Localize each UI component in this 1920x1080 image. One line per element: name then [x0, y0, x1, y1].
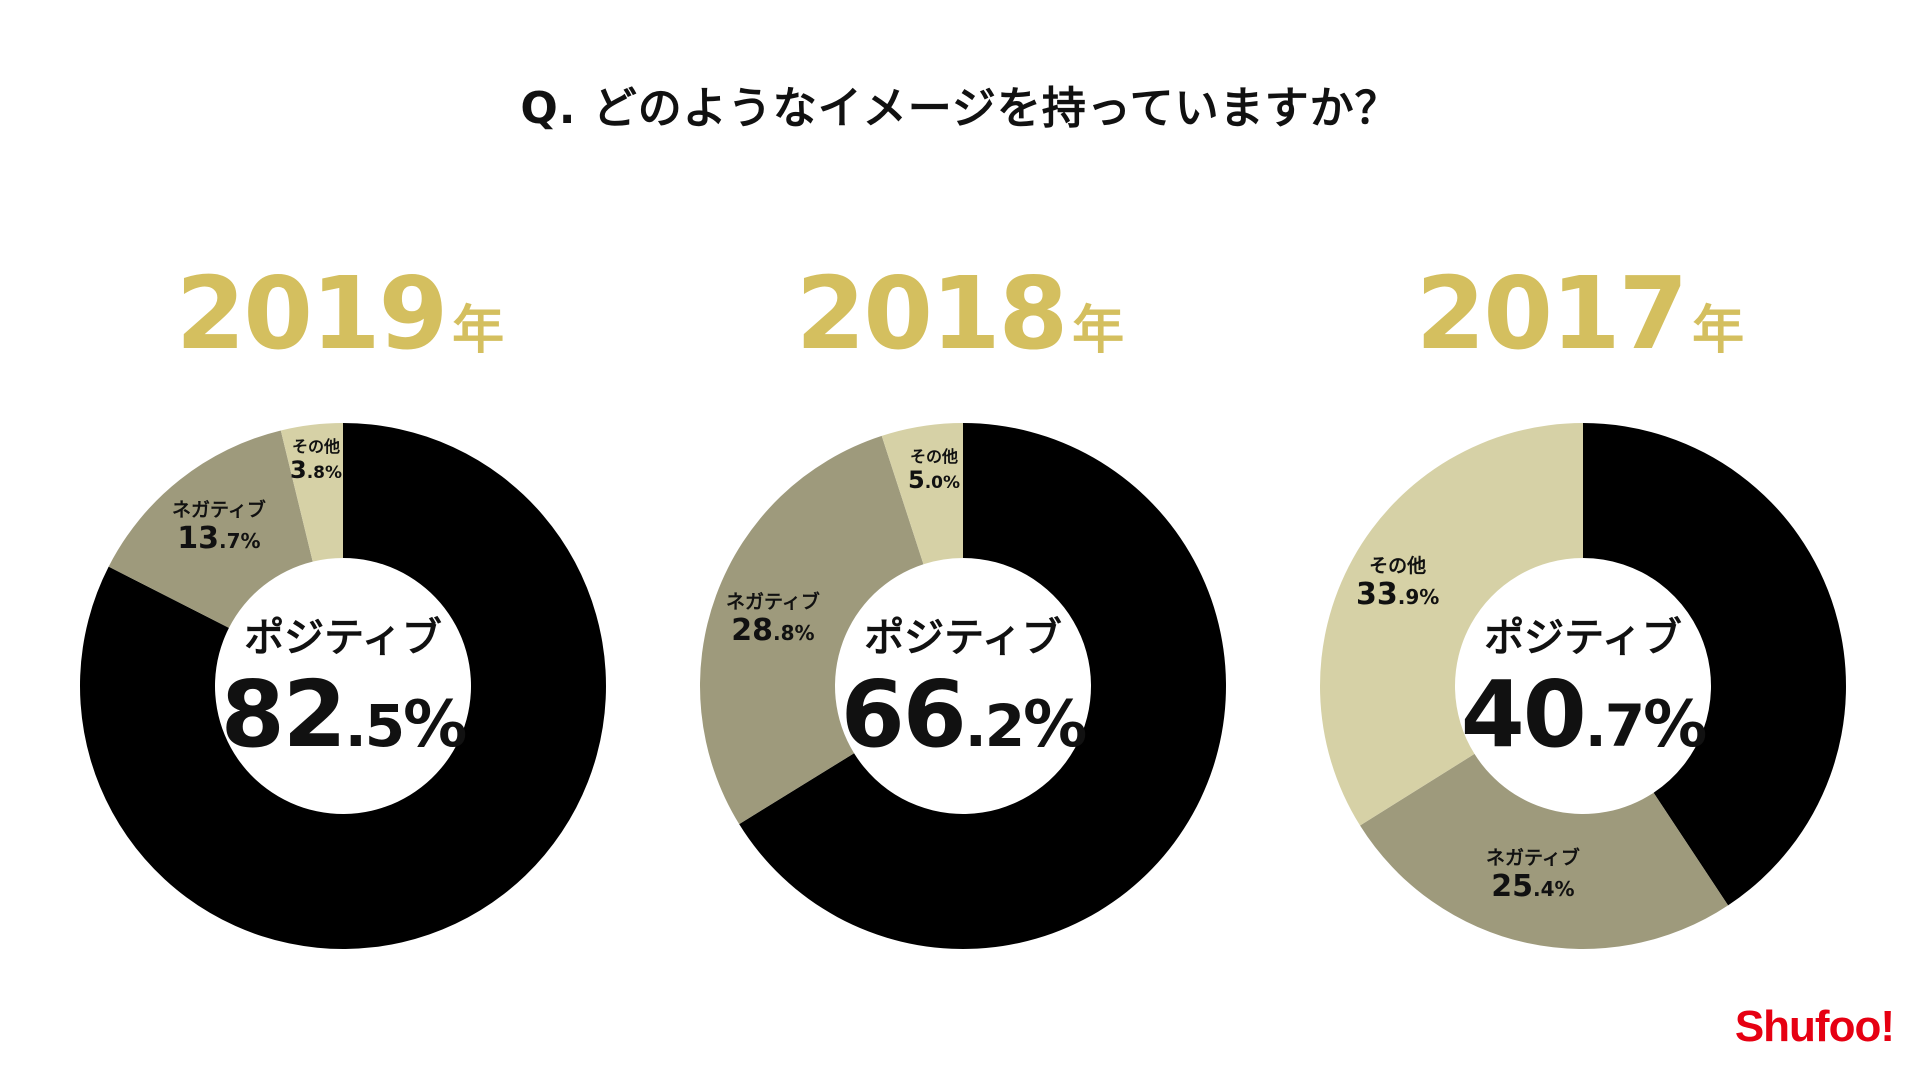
year-number: 2019: [175, 255, 448, 372]
slice-value: 25.4%: [1486, 870, 1580, 903]
slice-value-dec: .0%: [924, 473, 961, 493]
slice-value-int: 13: [177, 521, 220, 556]
slice-label-negative: ネガティブ 28.8%: [726, 587, 820, 647]
slice-value-int: 3: [290, 456, 307, 484]
slice-value-dec: .4%: [1533, 877, 1575, 901]
year-number: 2017: [1415, 255, 1688, 372]
slice-positive: [79, 423, 607, 949]
year-heading: 2017 年: [1300, 255, 1860, 372]
slice-positive: [739, 423, 1226, 950]
year-number: 2018: [795, 255, 1068, 372]
year-heading: 2019 年: [60, 255, 620, 372]
slice-negative: [108, 430, 313, 628]
shufoo-logo: Shufoo!: [1734, 1002, 1895, 1051]
slice-positive: [1583, 423, 1846, 906]
slice-other: [881, 423, 963, 565]
donut-chart-2017: 2017 年 ポジティブ 40.7% その他 33.9% ネガティブ 25.4%: [1300, 255, 1860, 975]
donut-svg: [79, 423, 607, 949]
slice-other: [280, 423, 343, 562]
slice-value: 5.0%: [908, 467, 960, 493]
slice-label-negative: ネガティブ 25.4%: [1486, 843, 1580, 903]
year-suffix: 年: [452, 301, 505, 361]
slice-value: 28.8%: [726, 614, 820, 647]
slice-value-dec: .7%: [219, 529, 261, 553]
slice-label-other: その他 33.9%: [1356, 551, 1439, 611]
year-heading: 2018 年: [680, 255, 1240, 372]
year-suffix: 年: [1692, 301, 1745, 361]
slice-name: その他: [292, 437, 341, 456]
slice-value-int: 33: [1356, 577, 1398, 612]
year-suffix: 年: [1072, 301, 1125, 361]
slice-name: その他: [910, 447, 959, 466]
slice-other: [1320, 423, 1583, 826]
donut-chart-2019: 2019 年 ポジティブ 82.5% ネガティブ 13.7% その他 3.8%: [60, 255, 620, 975]
slice-name: ネガティブ: [172, 499, 266, 521]
slice-value-dec: .8%: [306, 463, 343, 483]
slice-value-int: 25: [1491, 869, 1534, 904]
slice-name: ネガティブ: [1486, 847, 1580, 869]
slice-label-other: その他 3.8%: [290, 433, 342, 483]
donut-svg: [1320, 423, 1846, 949]
slice-value-int: 5: [908, 466, 925, 494]
donut-svg: [700, 423, 1226, 950]
slice-negative: [1360, 753, 1729, 949]
slice-name: その他: [1369, 555, 1427, 577]
slice-negative: [700, 435, 924, 825]
slice-label-other: その他 5.0%: [908, 443, 960, 493]
slice-label-negative: ネガティブ 13.7%: [172, 495, 266, 555]
page-title: Q. どのようなイメージを持っていますか？: [520, 83, 1400, 134]
slice-value-int: 28: [731, 613, 774, 648]
donut-chart-2018: 2018 年 ポジティブ 66.2% ネガティブ 28.8% その他 5.0%: [680, 255, 1240, 975]
slice-value-dec: .8%: [773, 621, 815, 645]
slice-name: ネガティブ: [726, 591, 820, 613]
slice-value: 3.8%: [290, 457, 342, 483]
slice-value-dec: .9%: [1397, 585, 1440, 609]
slice-value: 33.9%: [1356, 578, 1439, 611]
slice-value: 13.7%: [172, 522, 266, 555]
